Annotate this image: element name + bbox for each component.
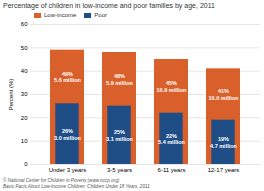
html-text:© National Center for Children: © National Center for Children in Povert… bbox=[3, 178, 120, 183]
svg-text:22%5.4 million: 22%5.4 million bbox=[158, 133, 186, 146]
svg-text:30: 30 bbox=[21, 91, 28, 97]
svg-text:60: 60 bbox=[21, 21, 28, 27]
svg-text:Under 3 years: Under 3 years bbox=[49, 167, 87, 173]
svg-text:41%10.0 million: 41%10.0 million bbox=[209, 88, 240, 101]
html-text:Low-income: Low-income bbox=[44, 12, 77, 18]
svg-text:10: 10 bbox=[21, 138, 28, 144]
html-text:Basic Facts About Low-Income C: Basic Facts About Low-Income Children: C… bbox=[3, 183, 150, 189]
svg-text:26%3.0 million: 26%3.0 million bbox=[54, 128, 82, 141]
svg-text:0: 0 bbox=[24, 161, 28, 167]
svg-text:50: 50 bbox=[21, 45, 28, 51]
html-text:Poor: Poor bbox=[94, 12, 107, 18]
svg-text:25%3.1 million: 25%3.1 million bbox=[106, 129, 134, 142]
svg-text:3-5 years: 3-5 years bbox=[107, 167, 132, 173]
svg-text:Percent (%): Percent (%) bbox=[8, 79, 14, 111]
svg-text:40: 40 bbox=[21, 68, 28, 74]
svg-text:48%5.9 million: 48%5.9 million bbox=[106, 73, 134, 86]
html-text:Percentage of children in low-: Percentage of children in low-income and… bbox=[3, 2, 215, 9]
svg-text:45%10.9 million: 45%10.9 million bbox=[157, 80, 188, 93]
svg-text:19%4.7 million: 19%4.7 million bbox=[210, 136, 238, 149]
svg-text:6-11 years: 6-11 years bbox=[158, 167, 186, 173]
svg-text:49%5.6 million: 49%5.6 million bbox=[54, 71, 82, 84]
svg-text:12-17 years: 12-17 years bbox=[208, 167, 240, 173]
svg-text:20: 20 bbox=[21, 115, 28, 121]
